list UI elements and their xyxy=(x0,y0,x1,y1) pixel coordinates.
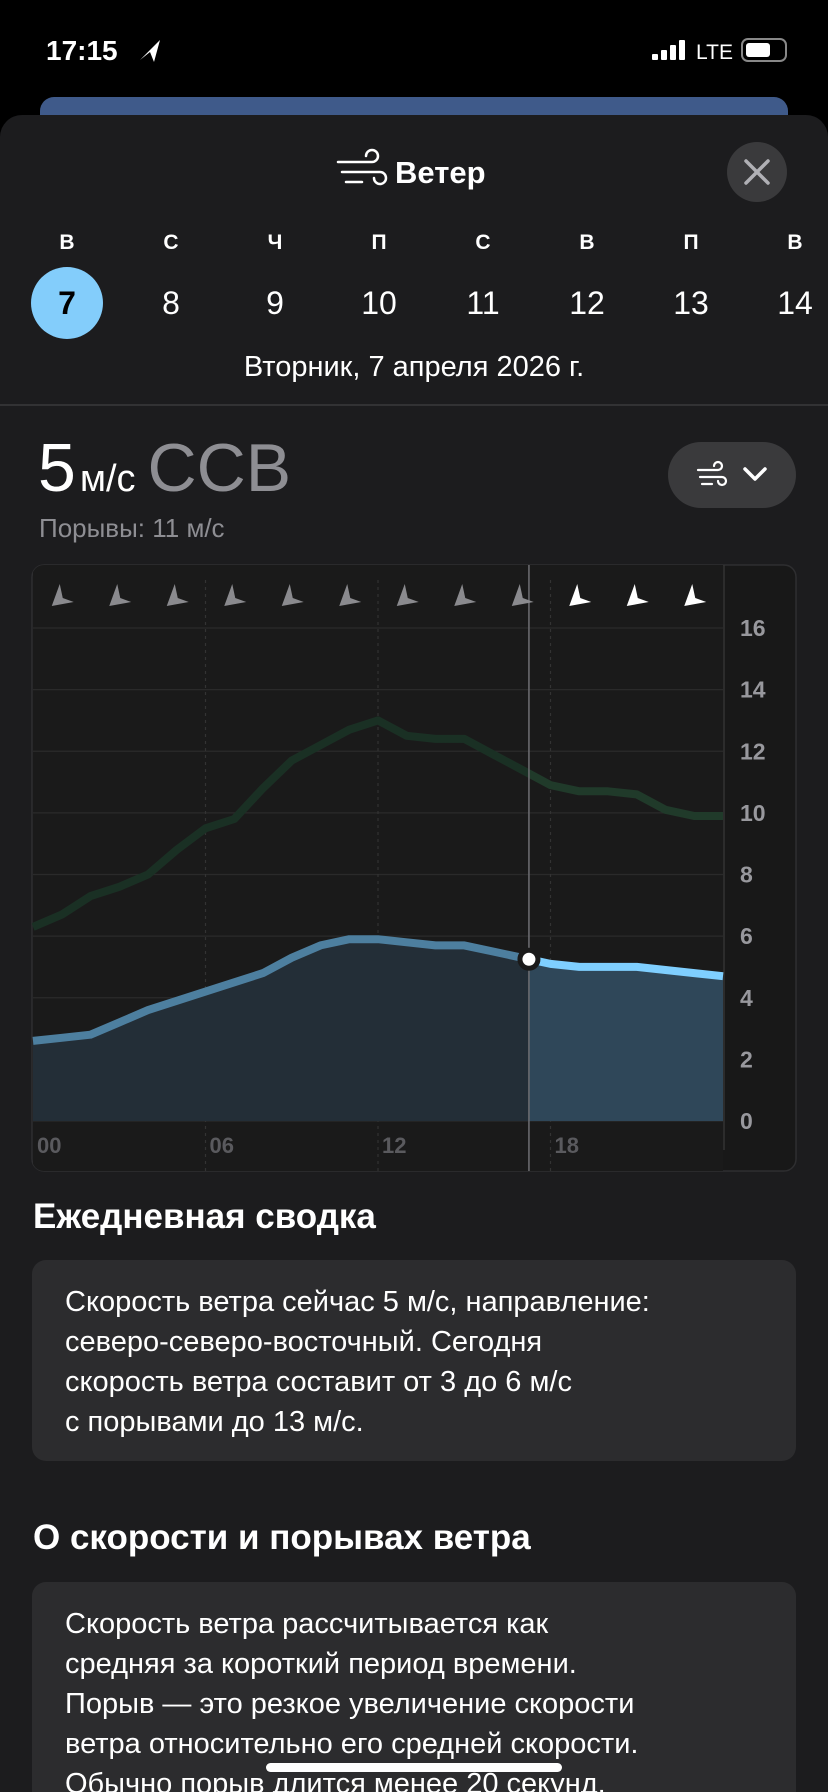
y-tick-label: 4 xyxy=(740,985,753,1011)
wind-icon xyxy=(336,148,388,186)
weekday: В xyxy=(59,231,74,254)
gusts-label: Порывы: 11 м/с xyxy=(39,513,225,543)
chart: 00 06 12 18 0 2 4 6 8 10 12 14 16 xyxy=(32,565,766,1171)
network-label: LTE xyxy=(696,41,733,64)
direction-arrow xyxy=(511,584,534,606)
battery-level xyxy=(746,43,770,57)
direction: ССВ xyxy=(148,430,292,506)
close-x[interactable] xyxy=(744,159,770,185)
direction-arrow xyxy=(454,584,477,606)
sheet-title: Ветер xyxy=(395,155,486,190)
day-number: 13 xyxy=(673,285,709,321)
x-tick-label: 18 xyxy=(555,1133,579,1158)
direction-arrow xyxy=(51,584,74,606)
location-icon xyxy=(140,40,160,62)
weekday: П xyxy=(683,231,698,254)
mode-pill[interactable] xyxy=(668,442,796,508)
date-label: Вторник, 7 апреля 2026 г. xyxy=(244,351,584,383)
section-text: средняя за короткий период времени. xyxy=(65,1648,577,1680)
wind-line xyxy=(32,935,724,1045)
section-text: Скорость ветра рассчитывается как xyxy=(65,1608,549,1640)
weekday: В xyxy=(787,231,802,254)
day-number: 12 xyxy=(569,285,605,321)
status-time: 17:15 xyxy=(46,35,118,66)
section-text: северо-северо-восточный. Сегодня xyxy=(65,1326,542,1358)
section-text: Скорость ветра сейчас 5 м/с, направление… xyxy=(65,1286,650,1318)
section-text: с порывами до 13 м/с. xyxy=(65,1406,364,1438)
y-tick-label: 8 xyxy=(740,862,753,888)
y-tick-label: 16 xyxy=(740,615,766,641)
direction-arrow xyxy=(339,584,362,606)
y-tick-label: 6 xyxy=(740,923,753,949)
x-tick-label: 00 xyxy=(37,1133,61,1158)
weekday: Ч xyxy=(268,231,283,254)
direction-arrow xyxy=(684,584,707,606)
y-tick-label: 14 xyxy=(740,677,766,703)
section-text: ветра относительно его средней скорости. xyxy=(65,1728,638,1760)
section-title: Ежедневная сводка xyxy=(33,1197,376,1236)
current-speed: 5 м/с ССВ xyxy=(38,430,291,506)
weekday: В xyxy=(579,231,594,254)
wind-area xyxy=(33,939,723,1121)
selected-day xyxy=(31,267,103,339)
speed-value: 5 xyxy=(38,430,76,506)
day-number: 14 xyxy=(777,285,813,321)
day-number: 7 xyxy=(58,285,76,321)
section-card xyxy=(32,1582,796,1792)
mode-icon[interactable] xyxy=(696,460,728,487)
day-number: 10 xyxy=(361,285,397,321)
weekday: С xyxy=(475,231,490,254)
x-tick-label: 06 xyxy=(210,1133,234,1158)
y-tick-label: 10 xyxy=(740,800,766,826)
chevron[interactable] xyxy=(743,467,767,481)
direction-arrow xyxy=(626,584,649,606)
direction-arrow xyxy=(109,584,132,606)
gust-line xyxy=(32,716,723,931)
battery xyxy=(741,38,787,62)
day-number: 9 xyxy=(266,285,284,321)
close-button[interactable] xyxy=(727,142,787,202)
section-text: Порыв — это резкое увеличение скорости xyxy=(65,1688,634,1720)
weekday: С xyxy=(163,231,178,254)
day-number: 8 xyxy=(162,285,180,321)
signal-icon xyxy=(652,40,685,60)
speed-unit: м/с xyxy=(80,458,136,500)
direction-arrow xyxy=(569,584,592,606)
section-card xyxy=(32,1260,796,1461)
direction-arrow xyxy=(166,584,189,606)
direction-arrow xyxy=(224,584,247,606)
chart-mode-button[interactable] xyxy=(668,442,796,508)
x-tick-label: 12 xyxy=(382,1133,406,1158)
section-title: О скорости и порывах ветра xyxy=(33,1518,531,1557)
direction-arrow xyxy=(281,584,304,606)
now-marker xyxy=(517,947,541,971)
direction-arrow xyxy=(396,584,419,606)
day-number: 11 xyxy=(466,285,499,321)
weekday: П xyxy=(371,231,386,254)
y-tick-label: 12 xyxy=(740,738,766,764)
y-tick-label: 0 xyxy=(740,1108,753,1134)
y-tick-label: 2 xyxy=(740,1046,753,1072)
section-text: скорость ветра составит от 3 до 6 м/с xyxy=(65,1366,572,1398)
home-indicator xyxy=(266,1763,562,1772)
